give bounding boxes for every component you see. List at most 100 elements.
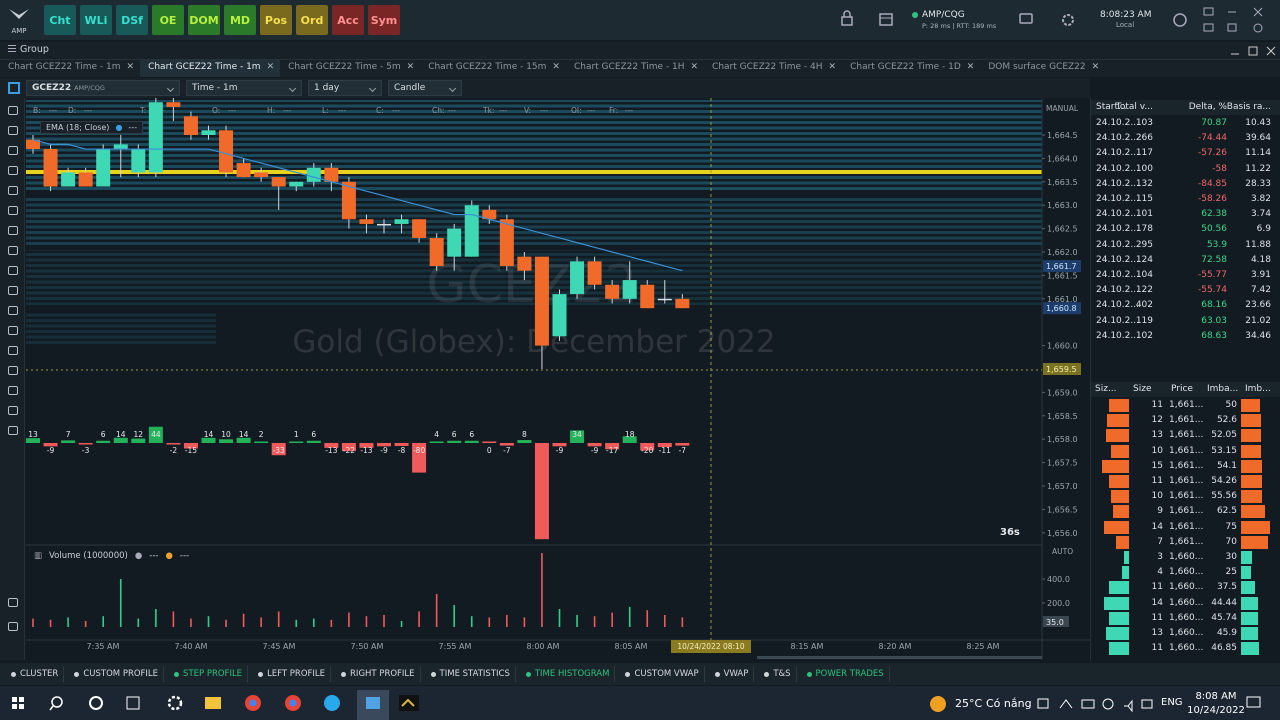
tool-button[interactable]: CUSTOM VWAP: [620, 666, 705, 682]
tab[interactable]: DOM surface GCEZ22: [980, 60, 1105, 77]
tool-icon[interactable]: [8, 386, 18, 395]
symbol-box[interactable]: GCEZ22 AMP/CQG: [26, 80, 180, 96]
x-tick-label: 8:05 AM: [615, 642, 648, 651]
tool-icon[interactable]: [8, 366, 18, 375]
side-panel: Start... Total v... Delta, % Basis ra... 24.…: [1090, 98, 1280, 660]
volume-bar: [435, 594, 438, 627]
ts-cell: 178: [1135, 224, 1153, 235]
cursor-time: 10/24/2022 08:10: [677, 642, 744, 651]
tool-icon[interactable]: [8, 126, 18, 135]
dom-imbalance: 37.5: [1216, 582, 1237, 593]
module-button[interactable]: WLi: [80, 5, 112, 35]
tool-button[interactable]: POWER TRADES: [802, 666, 890, 682]
tool-icon[interactable]: [8, 146, 18, 155]
delta-label: -11: [659, 446, 671, 455]
dom-price: 1,661...: [1169, 521, 1204, 532]
field-value: ---: [392, 106, 400, 115]
tab[interactable]: Chart GCEZ22 Time - 1m: [140, 60, 281, 77]
tool-button[interactable]: CUSTOM PROFILE: [69, 666, 165, 682]
dom-size: 13: [1151, 430, 1163, 441]
scrollbar[interactable]: [757, 656, 1042, 659]
tool-button[interactable]: T&S: [759, 666, 797, 682]
ts-cell: 72.58: [1201, 254, 1227, 265]
tool-icon[interactable]: [8, 622, 18, 631]
menu-icon: [8, 45, 16, 46]
tool-icon[interactable]: [8, 406, 18, 415]
dom-imbalance: 52.05: [1211, 430, 1237, 441]
tool-button[interactable]: RIGHT PROFILE: [336, 666, 421, 682]
module-button[interactable]: Pos: [260, 5, 292, 35]
imbalance-bar: [1241, 505, 1265, 519]
ts-cell: 70.87: [1201, 118, 1227, 128]
y-tick-label: 1,662.0: [1047, 248, 1078, 257]
ema-value: ---: [128, 123, 138, 132]
tool-button[interactable]: TIME HISTOGRAM: [521, 666, 616, 682]
tool-button[interactable]: VWAP: [710, 666, 755, 682]
module-button[interactable]: Sym: [368, 5, 400, 35]
tool-icon[interactable]: [8, 186, 18, 195]
tool-button[interactable]: STEP PROFILE: [169, 666, 249, 682]
tool-icon[interactable]: [8, 226, 18, 235]
tool-icon[interactable]: [8, 426, 18, 435]
y-tick-label: 1,661.0: [1047, 295, 1078, 304]
tool-button[interactable]: TIME STATISTICS: [426, 666, 516, 682]
tool-icon[interactable]: [8, 166, 18, 175]
y-tick-label: 1,664.5: [1047, 131, 1078, 140]
imbalance-bar: [1241, 611, 1259, 625]
delta-label: -9: [591, 446, 599, 455]
tool-button[interactable]: LEFT PROFILE: [253, 666, 332, 682]
module-button[interactable]: Ord: [296, 5, 328, 35]
interval-select[interactable]: Time - 1m: [186, 80, 302, 96]
ts-cell: 24.10.2...: [1096, 330, 1139, 341]
delta-bar: [254, 441, 269, 443]
module-button[interactable]: DSf: [116, 5, 148, 35]
tab[interactable]: Chart GCEZ22 Time - 4H: [704, 60, 842, 77]
tool-icon[interactable]: [8, 286, 18, 295]
tool-icon[interactable]: [8, 326, 18, 335]
tool-icon[interactable]: [8, 346, 18, 355]
dom-size: 10: [1151, 491, 1163, 502]
style-select[interactable]: Candle: [388, 80, 462, 96]
module-button[interactable]: Acc: [332, 5, 364, 35]
ts-cell: 102: [1135, 330, 1153, 341]
tab[interactable]: Chart GCEZ22 Time - 1H: [566, 60, 704, 77]
dom-imbalance: 75: [1225, 521, 1237, 532]
imbalance-bar: [1241, 551, 1253, 564]
delta-label: 1: [294, 430, 299, 439]
module-button[interactable]: MD: [224, 5, 256, 35]
ts-cell: -55.77: [1197, 270, 1227, 280]
tool-icon[interactable]: [8, 106, 18, 115]
volume-bar: [137, 618, 140, 627]
volume-marker: [1043, 616, 1069, 627]
tool-icon[interactable]: [8, 306, 18, 315]
module-button[interactable]: DOM: [188, 5, 220, 35]
window-controls: [1231, 46, 1276, 56]
tool-icon[interactable]: [8, 246, 18, 255]
dom-price: 1,661...: [1169, 491, 1204, 502]
tool-button[interactable]: CLUSTER: [6, 666, 65, 682]
tool-icon[interactable]: [8, 266, 18, 275]
ts-cell: 3.82: [1250, 194, 1271, 204]
ts-cell: 101: [1135, 209, 1153, 220]
volume-profile: [26, 196, 1042, 246]
delta-label: 2: [259, 430, 264, 439]
delta-bar: [622, 436, 637, 443]
delta-label: -15: [185, 446, 197, 455]
candle-body: [254, 172, 269, 178]
volume-profile: [26, 250, 1042, 305]
tab[interactable]: Chart GCEZ22 Time - 1m: [0, 60, 140, 77]
tab[interactable]: Chart GCEZ22 Time - 15m: [420, 60, 566, 77]
delta-label: 4: [434, 430, 439, 439]
volume-bar: [611, 612, 613, 627]
delta-bar: [517, 440, 532, 443]
tool-icon[interactable]: [8, 206, 18, 215]
tab[interactable]: Chart GCEZ22 Time - 5m: [280, 60, 420, 77]
clock-zone: Local: [1116, 21, 1135, 29]
tab[interactable]: Chart GCEZ22 Time - 1D: [842, 60, 980, 77]
size-bar: [1105, 429, 1129, 443]
range-select[interactable]: 1 day: [308, 80, 382, 96]
module-button[interactable]: OE: [152, 5, 184, 35]
tool-icon[interactable]: [8, 598, 18, 607]
module-button[interactable]: Cht: [44, 5, 76, 35]
